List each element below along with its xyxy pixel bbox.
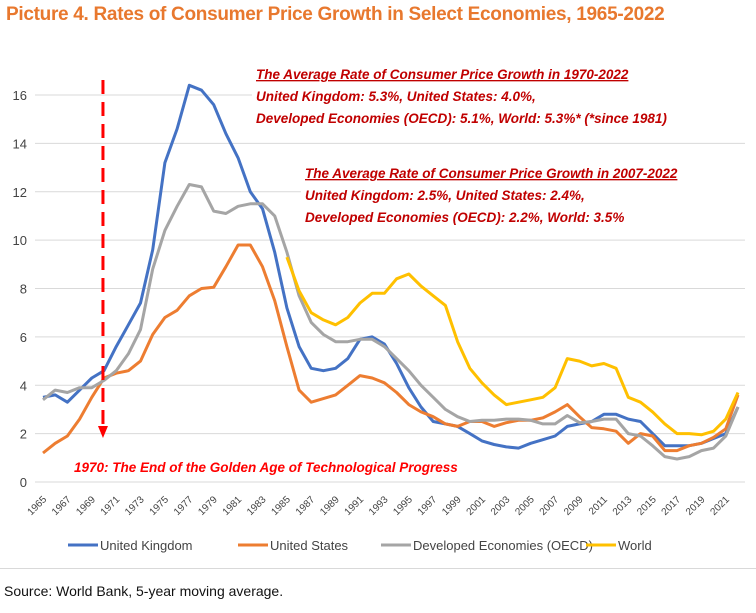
series-line-developed-economies-oecd-	[42, 183, 740, 461]
x-tick-label: 2007	[538, 494, 562, 518]
annotations: The Average Rate of Consumer Price Growt…	[74, 63, 756, 475]
legend-label: World	[618, 538, 652, 553]
x-tick-label: 1973	[123, 494, 147, 518]
annotation-1970-2022-background	[252, 63, 752, 121]
x-tick-label: 1993	[367, 494, 391, 518]
y-axis: 0 2 4 6 8 10 12 14 16	[13, 88, 27, 490]
y-tick-label: 2	[20, 427, 27, 442]
x-tick-label: 2013	[611, 494, 635, 518]
x-tick-label: 2009	[562, 494, 586, 518]
annotation-2007-2022-line: United Kingdom: 2.5%, United States: 2.4…	[305, 188, 585, 203]
x-tick-label: 1979	[196, 494, 220, 518]
x-tick-label: 1995	[391, 494, 415, 518]
arrow-down-icon	[97, 426, 108, 438]
y-tick-label: 8	[20, 282, 27, 297]
y-tick-label: 16	[13, 88, 27, 103]
x-tick-label: 2011	[587, 494, 610, 517]
legend: United Kingdom United States Developed Eco…	[68, 538, 652, 553]
x-tick-label: 2021	[708, 494, 732, 518]
x-tick-label: 2017	[660, 494, 684, 518]
x-tick-label: 1967	[50, 494, 74, 518]
y-tick-label: 12	[13, 185, 27, 200]
annotation-2007-2022-background	[301, 162, 756, 220]
x-tick-label: 1981	[221, 494, 245, 518]
chart-title: Picture 4. Rates of Consumer Price Growt…	[6, 4, 665, 25]
x-tick-label: 2003	[489, 494, 513, 518]
x-tick-label: 1985	[269, 494, 293, 518]
series-lines	[42, 83, 740, 461]
x-tick-label: 1969	[74, 494, 98, 518]
annotation-2007-2022-line: Developed Economies (OECD): 2.2%, World:…	[305, 210, 624, 225]
x-tick-label: 2015	[635, 494, 659, 518]
divider	[0, 568, 756, 569]
series-line-united-states	[42, 243, 740, 455]
x-tick-label: 1975	[148, 494, 172, 518]
legend-label: United Kingdom	[100, 538, 193, 553]
annotation-1970-2022-line: Developed Economies (OECD): 5.1%, World:…	[256, 111, 667, 126]
y-tick-label: 6	[20, 330, 27, 345]
x-tick-label: 1977	[172, 494, 196, 518]
x-tick-label: 1965	[26, 494, 50, 518]
annotation-2007-2022-heading: The Average Rate of Consumer Price Growt…	[305, 166, 678, 181]
x-tick-label: 1987	[294, 494, 318, 518]
x-tick-label: 1971	[99, 494, 123, 518]
y-tick-label: 10	[13, 233, 27, 248]
series-line-world	[285, 256, 740, 437]
x-tick-label: 2001	[465, 494, 489, 518]
x-tick-label: 1983	[245, 494, 269, 518]
x-tick-label: 1997	[416, 494, 440, 518]
x-tick-label: 1999	[440, 494, 464, 518]
legend-label: Developed Economies (OECD)	[413, 538, 593, 553]
legend-label: United States	[270, 538, 349, 553]
x-tick-label: 2019	[684, 494, 708, 518]
x-tick-label: 1989	[318, 494, 342, 518]
y-tick-label: 14	[13, 136, 27, 151]
y-tick-label: 0	[20, 475, 27, 490]
marker-label: 1970: The End of the Golden Age of Techn…	[74, 460, 458, 475]
annotation-1970-2022-line: United Kingdom: 5.3%, United States: 4.0…	[256, 89, 536, 104]
source-note: Source: World Bank, 5-year moving averag…	[4, 583, 284, 599]
series-line-united-kingdom	[42, 83, 740, 450]
x-axis: 1965 1967 1969 1971 1973 1975 1977 1979 1981 1983…	[26, 494, 733, 518]
x-tick-label: 1991	[343, 494, 367, 518]
annotation-1970-2022-heading: The Average Rate of Consumer Price Growt…	[256, 67, 629, 82]
y-tick-label: 4	[20, 378, 27, 393]
x-tick-label: 2005	[513, 494, 537, 518]
